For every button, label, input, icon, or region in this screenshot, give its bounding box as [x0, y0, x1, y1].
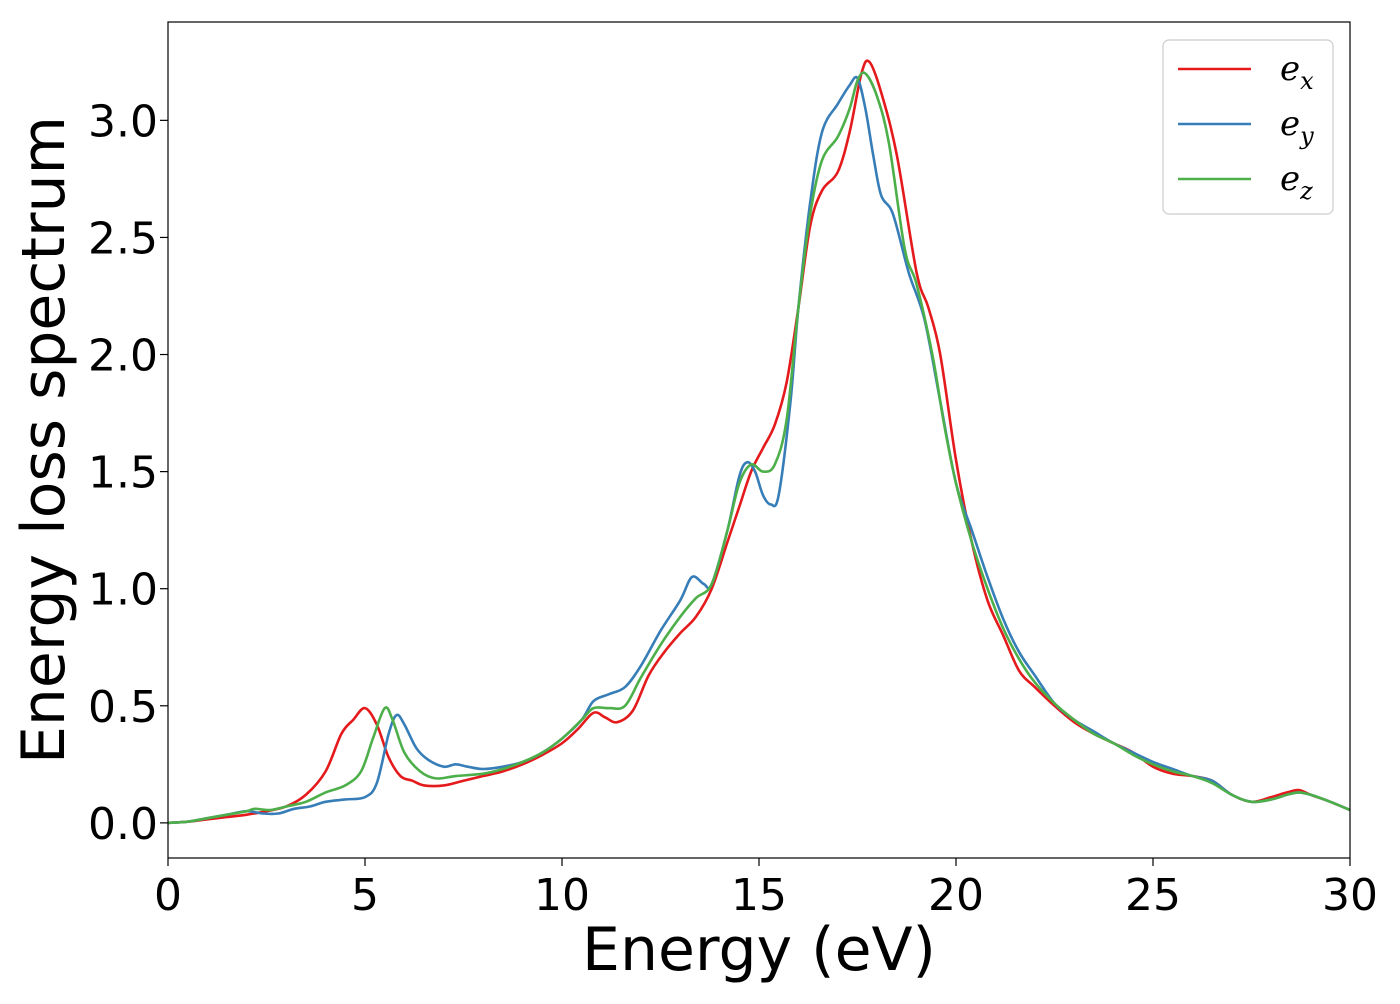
y-tick-label: 3.0 [88, 96, 158, 147]
y-tick-label: 1.5 [88, 448, 158, 499]
y-axis-ticks: 0.0 0.5 1.0 1.5 2.0 2.5 3.0 [88, 96, 168, 850]
x-axis-title: Energy (eV) [582, 915, 936, 985]
plot-series-group [168, 59, 1350, 825]
y-axis-title: Energy loss spectrum [9, 116, 79, 764]
y-tick-label: 0.0 [88, 799, 158, 850]
x-tick-label: 25 [1125, 870, 1181, 921]
x-tick-label: 15 [731, 870, 787, 921]
x-tick-label: 20 [928, 870, 984, 921]
x-tick-label: 5 [351, 870, 379, 921]
series-line-e-z [168, 71, 1350, 825]
y-tick-label: 2.5 [88, 213, 158, 264]
x-axis-ticks: 0 5 10 15 20 25 30 [154, 858, 1378, 921]
x-tick-label: 10 [534, 870, 590, 921]
y-tick-label: 1.0 [88, 565, 158, 616]
y-tick-label: 0.5 [88, 682, 158, 733]
legend-label-z: ez [1280, 159, 1313, 205]
x-tick-label: 30 [1322, 870, 1378, 921]
y-tick-label: 2.0 [88, 331, 158, 382]
legend-box [1162, 39, 1334, 215]
x-tick-label: 0 [154, 870, 182, 921]
